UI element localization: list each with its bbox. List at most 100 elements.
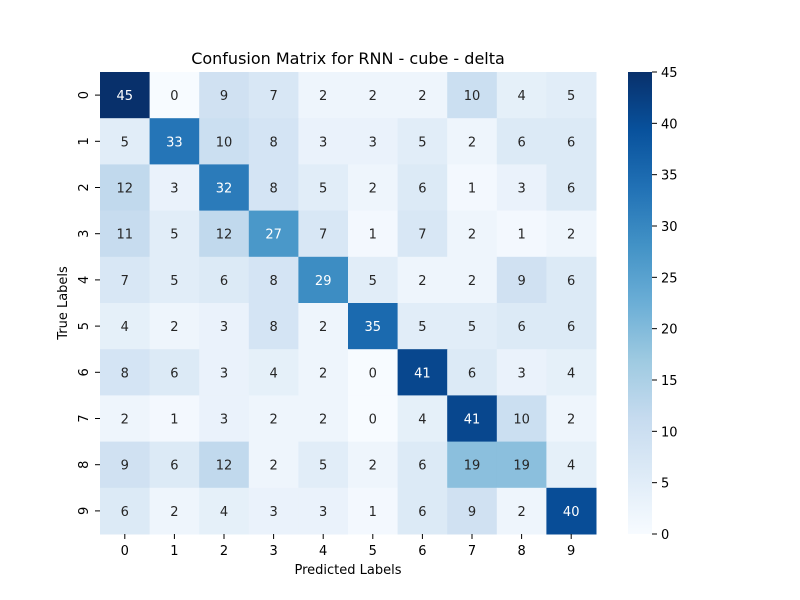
heatmap-cell-9-5	[348, 487, 399, 535]
cell-value-2-1: 3	[170, 182, 178, 197]
y-axis-ticks: 0 1 2 3 4 5 6 7 8 9	[77, 91, 100, 515]
x-tick-label-4: 4	[319, 544, 327, 559]
cell-value-9-1: 2	[170, 505, 178, 520]
heatmap-cell-4-5	[348, 256, 399, 304]
cell-value-8-5: 2	[369, 459, 377, 474]
heatmap-cell-6-2	[199, 349, 250, 396]
cell-value-4-2: 6	[220, 274, 228, 289]
cell-value-2-4: 5	[319, 182, 327, 197]
cell-value-0-7: 10	[464, 89, 481, 104]
cell-value-3-2: 12	[216, 228, 233, 243]
heatmap-cell-7-5	[348, 395, 399, 443]
cell-value-9-3: 3	[269, 505, 277, 520]
cell-value-1-6: 5	[418, 135, 426, 150]
cell-value-7-6: 4	[418, 413, 426, 428]
cell-value-1-7: 2	[468, 135, 476, 150]
heatmap-cell-1-5	[348, 118, 399, 165]
cell-value-8-4: 5	[319, 459, 327, 474]
heatmap-cell-3-2	[199, 210, 250, 258]
colorbar-tick-label-8: 40	[661, 117, 678, 132]
cell-value-9-2: 4	[220, 505, 228, 520]
y-tick-label-1: 1	[77, 137, 92, 145]
cell-value-7-1: 1	[170, 413, 178, 428]
heatmap-cell-8-6	[397, 441, 448, 489]
heatmap-cell-8-1	[149, 441, 200, 489]
heatmap-cell-5-9	[546, 303, 597, 350]
heatmap-cell-5-0	[100, 303, 151, 350]
heatmap-cell-1-9	[546, 118, 597, 165]
colorbar-tick-label-4: 20	[661, 323, 678, 338]
cell-value-0-5: 2	[369, 89, 377, 104]
heatmap-cell-3-6	[397, 210, 448, 258]
colorbar-tick-label-7: 35	[661, 169, 678, 184]
heatmap-cell-8-9	[546, 441, 597, 489]
heatmap-cell-8-3	[248, 441, 299, 489]
cell-value-7-2: 3	[220, 413, 228, 428]
x-tick-label-7: 7	[468, 544, 476, 559]
heatmap-cell-7-7	[447, 395, 498, 443]
heatmap-cell-6-9	[546, 349, 597, 396]
heatmap-cell-6-0	[100, 349, 151, 396]
y-tick-label-3: 3	[77, 230, 92, 238]
heatmap-cell-2-3	[248, 164, 299, 212]
cell-value-5-4: 2	[319, 320, 327, 335]
y-tick-label-2: 2	[77, 183, 92, 191]
cell-value-5-8: 6	[517, 320, 525, 335]
cell-value-4-9: 6	[567, 274, 575, 289]
heatmap-cell-0-2	[199, 72, 250, 119]
cell-value-3-3: 27	[265, 228, 282, 243]
heatmap-cell-1-7	[447, 118, 498, 165]
heatmap-cell-7-6	[397, 395, 448, 443]
colorbar-tick-label-5: 25	[661, 271, 678, 286]
cell-value-7-5: 0	[369, 413, 377, 428]
colorbar-tick-label-3: 15	[661, 374, 678, 389]
heatmap-cell-3-0	[100, 210, 151, 258]
heatmap-cell-2-0	[100, 164, 151, 212]
heatmap-cell-3-4	[298, 210, 349, 258]
heatmap-cell-6-5	[348, 349, 399, 396]
heatmap-cell-5-8	[496, 303, 547, 350]
cell-value-1-0: 5	[121, 135, 129, 150]
heatmap-cell-6-1	[149, 349, 200, 396]
cell-value-5-9: 6	[567, 320, 575, 335]
cell-value-5-6: 5	[418, 320, 426, 335]
cell-value-3-6: 7	[418, 228, 426, 243]
cell-value-8-8: 19	[513, 459, 530, 474]
heatmap-cell-4-7	[447, 256, 498, 304]
cell-value-4-0: 7	[121, 274, 129, 289]
heatmap-cell-7-8	[496, 395, 547, 443]
y-tick-label-8: 8	[77, 461, 92, 469]
heatmap-cell-2-7	[447, 164, 498, 212]
cell-value-0-1: 0	[170, 89, 178, 104]
heatmap-cell-4-0	[100, 256, 151, 304]
heatmap-cell-8-2	[199, 441, 250, 489]
cell-value-3-9: 2	[567, 228, 575, 243]
heatmap-cell-3-1	[149, 210, 200, 258]
cell-value-3-7: 2	[468, 228, 476, 243]
heatmap-cell-0-7	[447, 72, 498, 119]
cell-value-7-9: 2	[567, 413, 575, 428]
cell-value-7-3: 2	[269, 413, 277, 428]
heatmap-cell-2-8	[496, 164, 547, 212]
cell-value-6-5: 0	[369, 366, 377, 381]
colorbar	[628, 72, 652, 534]
cell-value-3-1: 5	[170, 228, 178, 243]
heatmap-cell-0-5	[348, 72, 399, 119]
cell-value-3-0: 11	[117, 228, 134, 243]
cell-value-1-5: 3	[369, 135, 377, 150]
cell-value-3-4: 7	[319, 228, 327, 243]
heatmap-cell-5-7	[447, 303, 498, 350]
cell-value-0-2: 9	[220, 89, 228, 104]
heatmap-cell-4-2	[199, 256, 250, 304]
heatmap-cell-3-3	[248, 210, 299, 258]
cell-value-1-1: 33	[166, 135, 183, 150]
cell-value-1-4: 3	[319, 135, 327, 150]
cell-value-9-8: 2	[517, 505, 525, 520]
heatmap-cell-8-8	[496, 441, 547, 489]
heatmap-cell-9-3	[248, 487, 299, 535]
cell-value-1-3: 8	[269, 135, 277, 150]
heatmap-cell-1-0	[100, 118, 151, 165]
cell-value-8-1: 6	[170, 459, 178, 474]
cell-value-3-5: 1	[369, 228, 377, 243]
y-tick-label-0: 0	[77, 91, 92, 99]
